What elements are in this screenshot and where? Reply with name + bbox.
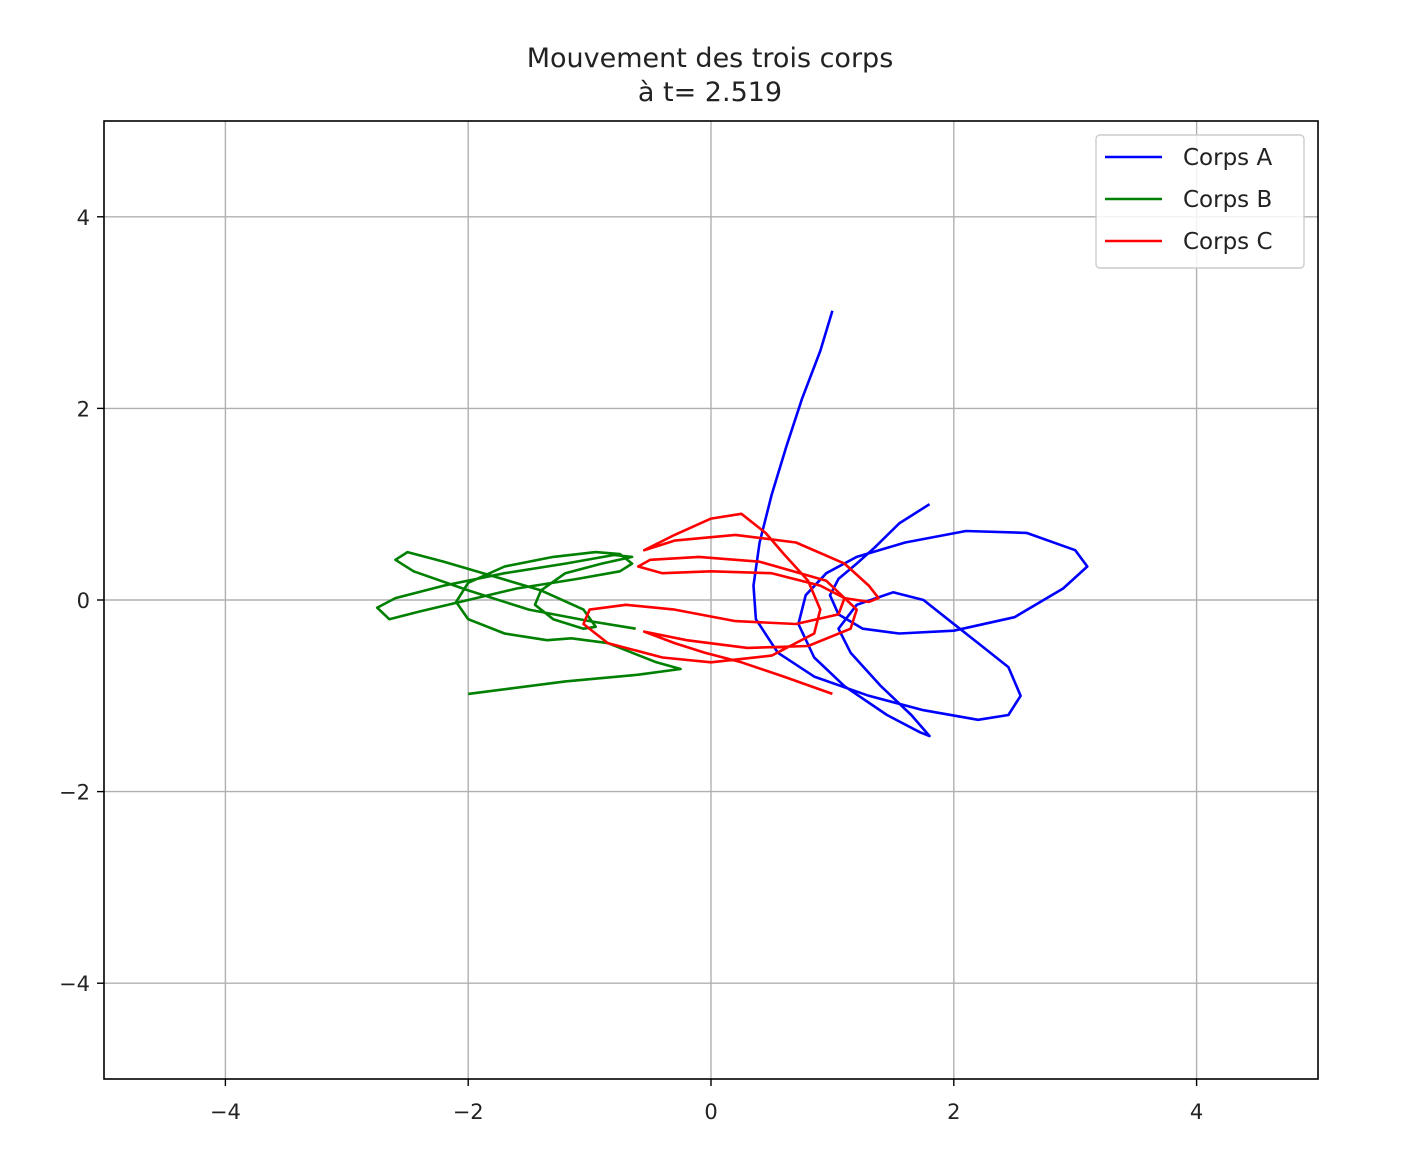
y-tick-label: 4 — [77, 206, 90, 230]
series-line-corps-c — [582, 512, 880, 696]
series-line-corps-b — [375, 550, 682, 696]
x-tick-label: −4 — [210, 1100, 241, 1124]
x-tick-label: −2 — [453, 1100, 484, 1124]
legend-label: Corps C — [1183, 229, 1273, 255]
x-tick-label: 2 — [947, 1100, 960, 1124]
chart-title: Mouvement des trois corps — [527, 43, 894, 74]
x-tick-label: 4 — [1190, 1100, 1203, 1124]
y-tick-label: 2 — [77, 397, 90, 421]
legend-label: Corps B — [1183, 187, 1272, 213]
legend-label: Corps A — [1183, 145, 1272, 171]
x-tick-label: 0 — [704, 1100, 717, 1124]
y-tick-label: 0 — [77, 589, 90, 613]
chart-subtitle: à t= 2.519 — [638, 77, 782, 108]
legend: Corps A Corps B Corps C — [1095, 134, 1305, 269]
y-tick-label: −4 — [59, 972, 90, 996]
y-tick-label: −2 — [59, 781, 90, 805]
series-line-corps-a — [752, 310, 1089, 738]
legend-box — [1095, 134, 1305, 269]
axis-ticks: −4 −2 0 2 4 −4 −2 0 2 4 — [59, 206, 1203, 1124]
series-lines — [375, 310, 1089, 738]
